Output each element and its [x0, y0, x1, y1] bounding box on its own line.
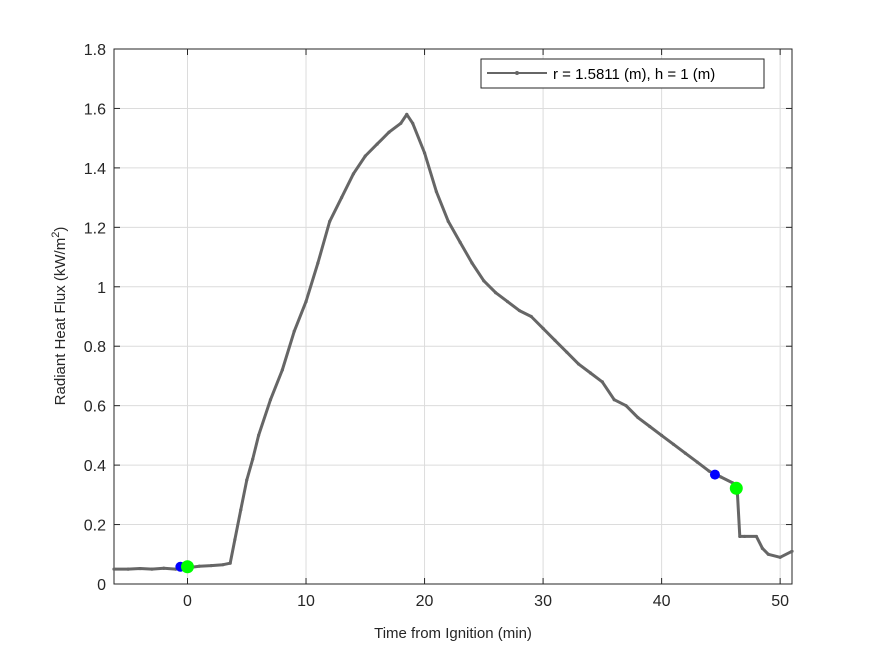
series-point: [636, 415, 640, 420]
series-point: [683, 451, 687, 455]
y-axis-label: Radiant Heat Flux (kW/m2): [50, 227, 69, 406]
series-point: [280, 368, 284, 372]
y-tick-label: 0.4: [84, 458, 106, 475]
x-tick-label: 0: [183, 593, 192, 610]
legend-entry-label: r = 1.5811 (m), h = 1 (m): [553, 66, 715, 83]
series-point: [719, 475, 723, 479]
series-point: [245, 478, 249, 482]
series-point: [228, 561, 232, 565]
series-point: [387, 130, 391, 134]
series-point: [221, 563, 225, 567]
series-point: [251, 457, 255, 461]
series-point: [339, 196, 344, 200]
series-point: [375, 142, 379, 146]
series-point: [233, 537, 237, 542]
series-point: [754, 534, 759, 539]
series-point: [470, 261, 474, 265]
y-tick-label: 1: [97, 280, 106, 297]
series-point: [434, 190, 439, 194]
series-layer: [112, 112, 794, 571]
series-point: [257, 433, 261, 437]
series-point: [517, 308, 521, 313]
series-point: [600, 380, 604, 384]
series-point: [399, 121, 403, 125]
series-point: [529, 314, 533, 319]
series-point: [138, 566, 142, 571]
series-point: [209, 563, 213, 568]
series-point: [405, 112, 409, 116]
y-tick-label: 1.6: [84, 101, 106, 118]
series-point: [588, 371, 593, 375]
series-point: [422, 151, 427, 155]
series-point: [197, 564, 201, 568]
series-point: [328, 219, 332, 223]
series-point: [612, 398, 616, 402]
series-point: [505, 300, 510, 304]
series-point: [363, 154, 367, 158]
series-point: [648, 424, 652, 429]
legend-marker-swatch: [515, 71, 519, 75]
series-point: [671, 442, 676, 446]
y-axis-ticks: 0 0.2 0.4 0.6 0.8 1 1.2 1.4 1.6 1.8: [84, 42, 792, 594]
y-tick-label: 0.6: [84, 399, 106, 416]
legend: r = 1.5811 (m), h = 1 (m): [480, 58, 765, 89]
series-point: [304, 300, 308, 304]
y-tick-label: 0.8: [84, 339, 106, 356]
green-marker: [180, 560, 194, 574]
marker-layer: [175, 469, 743, 574]
y-axis-label-superscript: 2: [50, 232, 62, 238]
x-tick-label: 20: [416, 593, 434, 610]
series-point: [565, 350, 569, 354]
x-axis-ticks: 0 10 20 30 40 50: [183, 49, 789, 610]
series-point: [126, 567, 130, 571]
series-point: [541, 326, 545, 330]
series-point: [695, 460, 699, 464]
series-point: [766, 552, 770, 556]
plot-area-frame: [113, 48, 793, 585]
series-point: [742, 534, 747, 539]
series-point: [738, 534, 742, 539]
x-tick-label: 30: [534, 593, 552, 610]
series-point: [660, 433, 664, 437]
series-point: [790, 549, 794, 553]
green-marker: [729, 481, 743, 495]
blue-marker: [709, 469, 720, 480]
series-point: [292, 329, 296, 333]
series-point: [482, 279, 486, 283]
y-tick-label: 0: [97, 577, 106, 594]
y-axis-label-close: ): [52, 227, 69, 232]
series-point: [316, 261, 320, 265]
series-point: [150, 567, 154, 571]
x-tick-label: 40: [653, 593, 671, 610]
y-axis-label-main: Radiant Heat Flux (kW/m: [52, 238, 69, 406]
x-tick-label: 50: [771, 593, 789, 610]
y-tick-label: 1.8: [84, 42, 106, 59]
series-point: [778, 555, 782, 559]
series-point: [707, 469, 711, 473]
series-point: [760, 546, 764, 550]
series-point: [268, 398, 273, 402]
series-point: [494, 291, 498, 295]
series-point: [553, 338, 557, 342]
x-tick-label: 10: [297, 593, 315, 610]
series-point: [577, 362, 581, 366]
series-point: [458, 240, 462, 244]
series-point: [411, 121, 415, 125]
y-tick-label: 1.2: [84, 220, 106, 237]
y-tick-label: 0.2: [84, 518, 106, 535]
series-point: [112, 567, 116, 571]
series-point: [239, 508, 243, 512]
x-axis-label: Time from Ignition (min): [374, 625, 532, 642]
series-point: [351, 172, 356, 176]
y-tick-label: 1.4: [84, 161, 106, 178]
series-point: [446, 219, 450, 223]
series-point: [162, 566, 166, 570]
series-point: [624, 404, 628, 408]
